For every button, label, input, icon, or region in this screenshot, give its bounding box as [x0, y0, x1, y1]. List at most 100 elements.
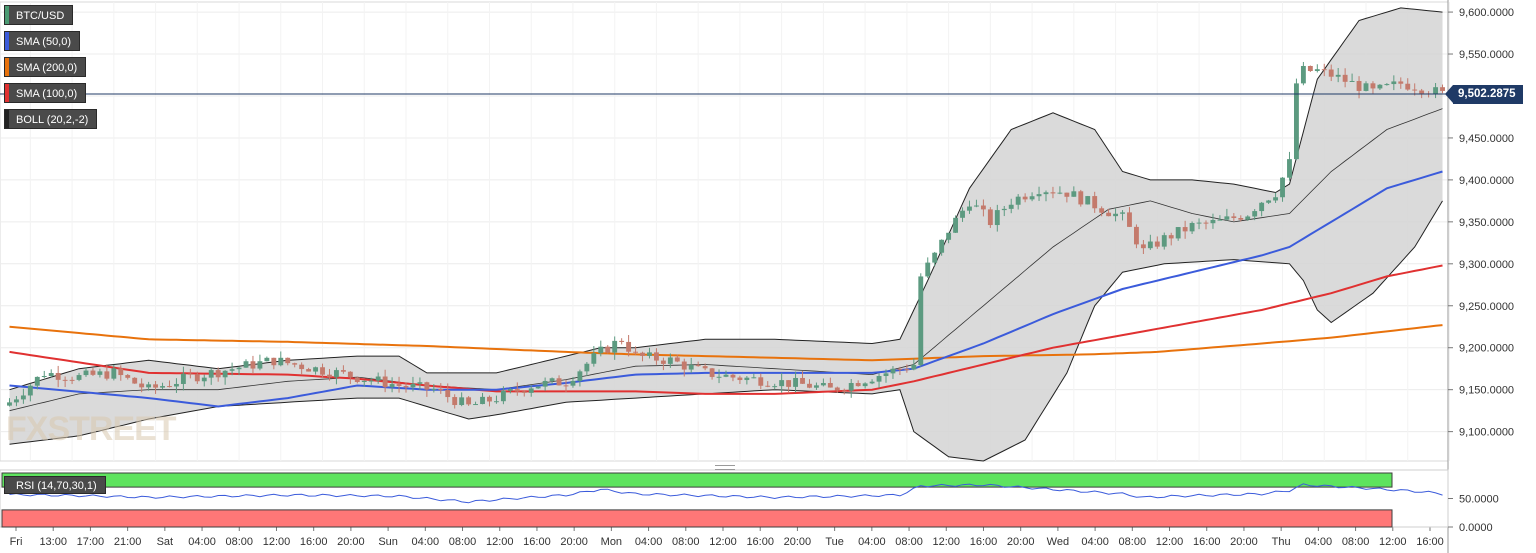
sma50-swatch: [5, 32, 9, 50]
candle-body: [1356, 80, 1362, 91]
sma100-line: [9, 264, 1443, 395]
candle-body: [702, 366, 708, 369]
candle-body: [354, 377, 360, 382]
candle-body: [841, 390, 847, 392]
y-tick-label: 9,450.0000: [1459, 133, 1514, 145]
legend-sma100[interactable]: SMA (100,0): [4, 83, 87, 103]
candle-body: [660, 360, 666, 364]
candle-body: [925, 262, 931, 277]
x-tick-label: 12:00: [1379, 536, 1407, 548]
candle-body: [820, 383, 826, 386]
x-tick-label: 16:00: [1193, 536, 1221, 548]
candle-body: [598, 346, 604, 354]
sma100-swatch: [5, 84, 9, 102]
candle-body: [1161, 235, 1167, 247]
candle-body: [292, 363, 298, 365]
y-tick-label: 9,600.0000: [1459, 7, 1514, 19]
candle-body: [772, 386, 778, 388]
legend-boll-label: BOLL (20,2,-2): [16, 114, 89, 126]
candle-body: [494, 401, 499, 403]
candle-body: [1300, 65, 1306, 84]
candle-body: [167, 386, 172, 388]
rsi-line: [9, 483, 1443, 504]
y-tick-label: 9,350.0000: [1459, 217, 1514, 229]
pair-swatch: [5, 6, 9, 24]
candle-body: [939, 239, 945, 253]
candle-body: [1252, 211, 1258, 217]
candle-body: [1168, 235, 1174, 239]
candle-body: [14, 399, 19, 403]
x-tick-label: 20:00: [337, 536, 365, 548]
candle-body: [695, 364, 701, 367]
candle-body: [1175, 227, 1181, 239]
candle-body: [20, 395, 26, 400]
candle-body: [834, 387, 840, 391]
candle-body: [132, 377, 138, 384]
candle-body: [800, 377, 805, 384]
legend-sma200-label: SMA (200,0): [16, 62, 78, 74]
candle-body: [97, 371, 103, 375]
candle-body: [271, 357, 277, 366]
legend-sma50[interactable]: SMA (50,0): [4, 31, 81, 51]
rsi-panel: 50.0000 0.0000: [0, 469, 1499, 534]
candle-body: [1433, 87, 1438, 95]
candle-body: [549, 378, 555, 381]
rsi-oversold-zone: [1, 509, 1393, 528]
candle-body: [187, 373, 193, 375]
candle-body: [1189, 222, 1195, 232]
candle-body: [987, 209, 993, 226]
legend-boll[interactable]: BOLL (20,2,-2): [4, 109, 98, 129]
candle-body: [626, 341, 632, 352]
rsi-tick-label: 0.0000: [1459, 522, 1493, 534]
x-tick-label: 04:00: [858, 536, 886, 548]
x-tick-label: 12:00: [1156, 536, 1184, 548]
x-tick-label: Mon: [601, 536, 622, 548]
candle-body: [612, 340, 618, 353]
boll-swatch: [5, 110, 9, 128]
price-tag-arrow-icon: [1445, 85, 1453, 103]
candle-body: [1224, 216, 1230, 220]
candle-body: [1120, 212, 1125, 214]
candle-body: [848, 382, 854, 391]
candle-body: [786, 380, 792, 387]
candle-body: [55, 373, 61, 380]
candle-body: [507, 389, 513, 391]
candle-body: [1092, 196, 1098, 209]
rsi-overbought-zone: [1, 472, 1393, 488]
x-tick-label: 12:00: [486, 536, 514, 548]
candle-body: [1419, 90, 1425, 94]
candle-body: [459, 397, 465, 406]
candle-body: [236, 367, 242, 370]
candle-body: [27, 385, 33, 396]
candle-body: [83, 370, 89, 376]
x-tick-label: Thu: [1272, 536, 1291, 548]
candle-body: [445, 390, 451, 398]
candle-body: [361, 380, 367, 382]
boll-band-fill: [9, 7, 1443, 462]
y-tick-label: 9,250.0000: [1459, 301, 1514, 313]
candle-body: [1196, 222, 1202, 224]
candle-body: [1029, 196, 1035, 200]
candle-body: [1314, 69, 1320, 72]
candle-body: [500, 390, 506, 402]
legend-pair[interactable]: BTC/USD: [4, 5, 74, 25]
panel-resize-handle[interactable]: [715, 465, 735, 470]
candle-body: [911, 364, 917, 370]
candle-body: [1106, 212, 1112, 217]
candle-body: [146, 384, 152, 388]
x-tick-label: 08:00: [672, 536, 700, 548]
candle-body: [1113, 213, 1118, 217]
candle-body: [264, 357, 270, 362]
candle-body: [285, 357, 291, 364]
candle-body: [340, 370, 346, 372]
candle-body: [1342, 74, 1348, 82]
legend-rsi[interactable]: RSI (14,70,30,1): [4, 476, 106, 494]
candle-body: [556, 378, 562, 386]
candle-body: [174, 383, 179, 387]
legend-sma200[interactable]: SMA (200,0): [4, 57, 87, 77]
x-tick-label: 12:00: [932, 536, 960, 548]
candle-body: [222, 370, 228, 378]
x-tick-label: 04:00: [412, 536, 440, 548]
candle-body: [855, 382, 861, 387]
